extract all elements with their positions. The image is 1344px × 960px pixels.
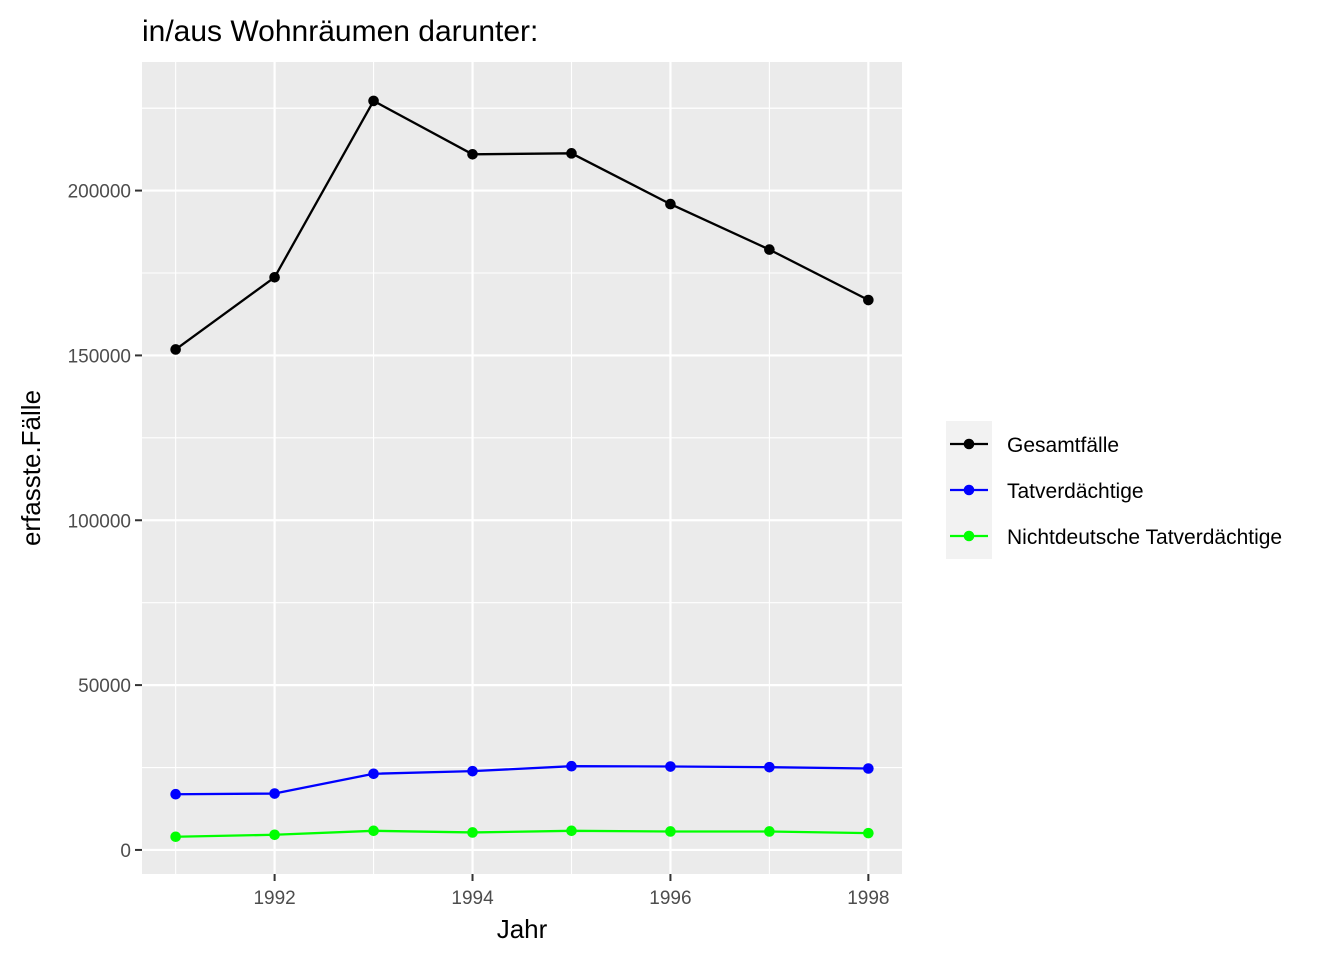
series-1-point bbox=[269, 271, 280, 283]
x-tick-label: 1996 bbox=[649, 888, 691, 909]
series-layer bbox=[170, 95, 874, 843]
y-axis: 0 50000 100000 150000 200000 bbox=[68, 182, 142, 862]
series-3-point bbox=[665, 826, 676, 837]
series-1-point bbox=[764, 244, 775, 255]
grid-minor bbox=[142, 62, 902, 874]
series-1-point bbox=[665, 198, 676, 210]
x-axis: 1992 1994 1996 1998 bbox=[253, 874, 889, 909]
series-line-2 bbox=[175, 765, 869, 796]
series-3-point bbox=[764, 826, 775, 837]
y-tick-label: 0 bbox=[120, 841, 131, 862]
series-1-point bbox=[863, 294, 874, 306]
legend-key-point bbox=[963, 530, 975, 542]
series-2-point bbox=[665, 761, 676, 772]
legend-key-point bbox=[963, 484, 975, 496]
y-axis-title: erfasste.Fälle bbox=[16, 390, 46, 546]
series-3-point bbox=[170, 831, 181, 843]
legend-label: Tatverdächtige bbox=[1007, 480, 1144, 503]
series-3-point bbox=[863, 827, 874, 839]
series-2-point bbox=[269, 788, 280, 799]
series-2-point bbox=[566, 760, 577, 772]
series-1-point bbox=[566, 148, 577, 159]
series-1-point bbox=[467, 149, 478, 160]
series-1-point bbox=[368, 95, 379, 107]
legend-label: Gesamtfälle bbox=[1007, 434, 1119, 457]
x-axis-title: Jahr bbox=[497, 914, 548, 944]
grid-major bbox=[142, 62, 902, 874]
x-tick-label: 1992 bbox=[253, 888, 295, 909]
series-2-point bbox=[467, 765, 478, 777]
series-2-point bbox=[764, 761, 775, 773]
y-tick-label: 100000 bbox=[68, 511, 131, 532]
series-line-1 bbox=[174, 99, 869, 351]
series-2-point bbox=[863, 763, 874, 774]
series-3-point bbox=[368, 825, 379, 837]
series-3-point bbox=[269, 829, 280, 841]
legend: Gesamtfälle Tatverdächtige Nichtdeutsche T… bbox=[946, 421, 1282, 559]
series-3-point bbox=[467, 827, 478, 838]
series-2-point bbox=[170, 788, 181, 800]
chart-title: in/aus Wohnräumen darunter: bbox=[142, 15, 538, 48]
y-tick-label: 150000 bbox=[68, 346, 131, 367]
series-line-3 bbox=[175, 829, 869, 838]
series-2-point bbox=[368, 768, 379, 780]
x-tick-label: 1994 bbox=[451, 888, 494, 909]
legend-key-point bbox=[963, 438, 975, 450]
series-3-point bbox=[566, 825, 577, 837]
y-tick-label: 50000 bbox=[78, 676, 131, 697]
series-1-point bbox=[170, 344, 181, 355]
y-tick-label: 200000 bbox=[68, 182, 131, 203]
plot-panel bbox=[142, 62, 902, 874]
x-tick-label: 1998 bbox=[847, 888, 889, 909]
legend-label: Nichtdeutsche Tatverdächtige bbox=[1007, 526, 1282, 549]
